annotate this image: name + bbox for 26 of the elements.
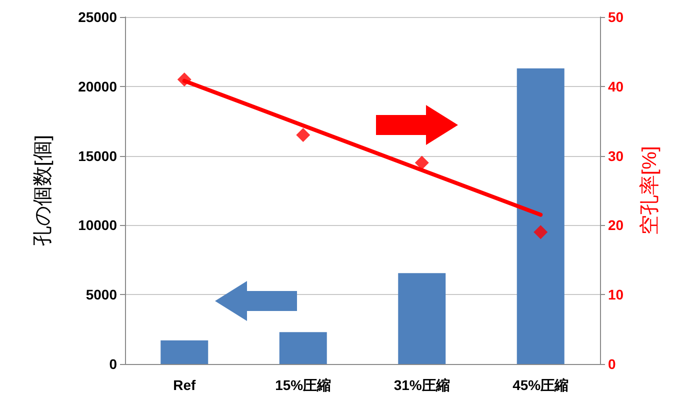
point bbox=[534, 225, 548, 240]
bar bbox=[398, 273, 446, 364]
y-tick-label: 15000 bbox=[78, 148, 118, 164]
y-tick-label: 25000 bbox=[78, 9, 118, 25]
y2-tick-label: 0 bbox=[608, 356, 616, 372]
bar bbox=[516, 68, 564, 364]
y-tick-label: 0 bbox=[109, 356, 118, 372]
point bbox=[177, 72, 192, 86]
bar bbox=[279, 332, 327, 364]
y2-tick-label: 40 bbox=[608, 78, 624, 94]
x-tick-label: Ref bbox=[173, 377, 196, 393]
y2-tick-label: 50 bbox=[608, 9, 624, 25]
x-tick-label: 31%圧縮 bbox=[394, 377, 450, 393]
point bbox=[414, 156, 429, 170]
y2-axis-title: 空孔率[%] bbox=[639, 146, 661, 235]
bar bbox=[160, 340, 208, 364]
y2-tick-label: 10 bbox=[608, 286, 624, 303]
x-tick-label: 45%圧縮 bbox=[512, 377, 569, 393]
y-tick-label: 20000 bbox=[78, 78, 118, 94]
y-tick-label: 5000 bbox=[86, 286, 118, 303]
y-axis-title: 孔の個数[個] bbox=[32, 134, 54, 246]
y-tick-label: 10000 bbox=[78, 217, 118, 234]
point bbox=[296, 128, 310, 142]
y2-tick-label: 20 bbox=[608, 217, 624, 234]
y2-tick-label: 30 bbox=[608, 148, 624, 164]
x-tick-label: 15%圧縮 bbox=[275, 377, 332, 393]
